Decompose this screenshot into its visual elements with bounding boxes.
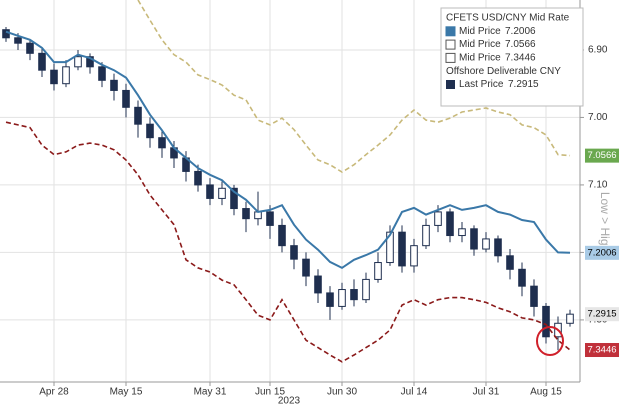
annotation-circle — [536, 326, 564, 356]
candle-body — [494, 238, 502, 257]
candle-body — [206, 184, 214, 199]
candle-body — [350, 289, 358, 301]
candle-body — [218, 187, 226, 199]
x-tick-label: Apr 28 — [39, 387, 69, 398]
candle-body — [302, 258, 310, 277]
legend-group: Offshore Deliverable CNY — [446, 66, 561, 77]
legend-label: Last Price — [459, 79, 504, 90]
candle-body — [470, 228, 478, 250]
x-tick-label: Jul 31 — [473, 387, 500, 398]
candle-body — [482, 238, 490, 250]
candle-body — [422, 224, 430, 247]
candle-body — [314, 275, 322, 294]
candle-body — [386, 231, 394, 264]
value-tag-bg — [585, 343, 619, 358]
series-line — [5, 30, 571, 270]
candle-body — [278, 224, 286, 247]
x-tick-label: May 15 — [110, 387, 143, 398]
candle-body — [254, 211, 262, 220]
legend-swatch — [445, 26, 456, 37]
y-tick-label: 7.10 — [588, 180, 608, 191]
legend-value: 7.3446 — [505, 53, 536, 64]
legend-label: Mid Price — [459, 39, 501, 50]
candle-body — [338, 289, 346, 307]
candle-body — [266, 211, 274, 226]
candle-body — [326, 292, 334, 307]
candle-body — [62, 66, 70, 85]
legend: CFETS USD/CNY Mid Rate Mid Price 7.2006 Mid… — [440, 7, 584, 107]
candle-body — [122, 89, 130, 108]
value-tag-bg — [585, 148, 619, 163]
legend-value: 7.2006 — [505, 26, 536, 37]
candle-body — [374, 262, 382, 280]
candle-body — [458, 228, 466, 237]
candle-body — [242, 208, 250, 220]
y-tick-label: 7.00 — [588, 112, 608, 123]
value-tag-bg — [585, 307, 619, 322]
legend-swatch — [445, 52, 456, 63]
value-tag: 7.2006 — [587, 247, 616, 258]
candle-body — [194, 170, 202, 186]
series-line — [137, 0, 571, 174]
candle-body — [38, 52, 46, 71]
candle-body — [26, 42, 34, 54]
candle-body — [86, 56, 94, 68]
candle-body — [542, 305, 550, 338]
candle-body — [2, 29, 10, 39]
value-tag-bg — [585, 245, 619, 260]
legend-group: CFETS USD/CNY Mid Rate — [446, 13, 570, 24]
candle-body — [410, 245, 418, 267]
candle-body — [14, 37, 22, 44]
candle-body — [434, 211, 442, 226]
x-tick-label: May 31 — [194, 387, 227, 398]
candle-body — [110, 79, 118, 91]
candle-body — [530, 285, 538, 307]
legend-swatch — [446, 80, 455, 89]
x-tick-label: Aug 15 — [530, 387, 562, 398]
candle-body — [230, 187, 238, 210]
candle-body — [446, 211, 454, 237]
plot — [2, 0, 574, 363]
candle-body — [398, 231, 406, 267]
value-tag: 7.2915 — [587, 309, 616, 320]
candle-body — [74, 56, 82, 68]
candle-body — [362, 278, 370, 301]
candle-body — [506, 255, 514, 270]
legend-label: Mid Price — [459, 26, 501, 37]
legend-box — [440, 7, 584, 107]
candle-body — [98, 66, 106, 81]
x-tick-label: Jul 14 — [401, 387, 428, 398]
legend-value: 7.0566 — [505, 39, 536, 50]
legend-swatch — [445, 39, 456, 50]
y-axis-title: Low > High — [598, 192, 612, 252]
legend-label: Mid Price — [459, 53, 501, 64]
legend-value: 7.2915 — [508, 79, 539, 90]
x-tick-label: Jun 30 — [327, 387, 357, 398]
candle-body — [158, 137, 166, 149]
candle-body — [146, 123, 154, 139]
value-tag: 7.0566 — [587, 150, 616, 161]
candle-body — [50, 69, 58, 85]
candle-body — [290, 245, 298, 260]
x-axis-title: 2023 — [278, 396, 301, 407]
candle-body — [566, 313, 574, 324]
y-tick-label: 6.90 — [588, 45, 608, 56]
value-tags: 7.2006 7.0566 7.3446 7.2915 — [585, 148, 619, 358]
value-tag: 7.3446 — [587, 345, 616, 356]
candle-body — [134, 106, 142, 125]
x-tick-label: Jun 15 — [255, 387, 285, 398]
candle-body — [518, 268, 526, 287]
